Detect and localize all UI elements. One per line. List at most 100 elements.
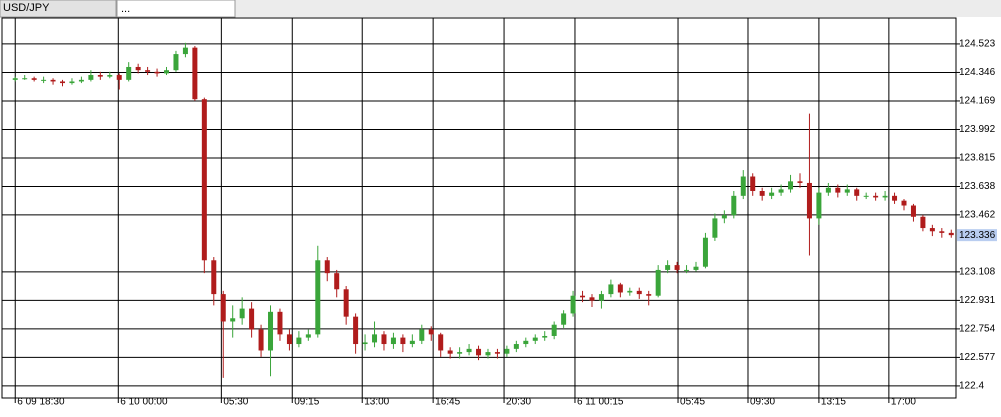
candle-body bbox=[97, 75, 103, 77]
candle-body bbox=[409, 340, 415, 345]
candle-body bbox=[580, 295, 586, 298]
x-tick-label: 13:00 bbox=[364, 397, 389, 408]
candle-body bbox=[69, 81, 75, 84]
x-tick-label: 13:15 bbox=[821, 397, 846, 408]
y-tick-label: 123.638 bbox=[959, 181, 996, 192]
candle-body bbox=[135, 66, 141, 71]
x-tick-label: 05:30 bbox=[223, 397, 248, 408]
candle-body bbox=[901, 200, 907, 206]
candle-body bbox=[286, 334, 292, 345]
candle-body bbox=[31, 78, 37, 80]
candle-body bbox=[844, 189, 850, 193]
candle-body bbox=[750, 176, 756, 192]
candle-body bbox=[561, 313, 567, 325]
candle-body bbox=[466, 348, 472, 353]
candle-body bbox=[494, 352, 500, 354]
candle-body bbox=[116, 75, 122, 80]
candle-body bbox=[882, 195, 888, 198]
tab[interactable] bbox=[0, 0, 117, 18]
candle-body bbox=[390, 337, 396, 345]
candle-body bbox=[201, 99, 207, 261]
candle-body bbox=[78, 79, 84, 82]
candle-body bbox=[12, 78, 18, 80]
candle-body bbox=[334, 273, 340, 290]
candle-body bbox=[173, 54, 179, 71]
candle-body bbox=[655, 269, 661, 296]
candle-body bbox=[126, 66, 132, 80]
candle-body bbox=[665, 265, 671, 270]
y-tick-label: 123.462 bbox=[959, 209, 996, 220]
candle-body bbox=[249, 308, 255, 330]
candle-body bbox=[362, 342, 368, 345]
candle-body bbox=[740, 176, 746, 196]
candle-body bbox=[220, 294, 226, 322]
candle-body bbox=[268, 311, 274, 351]
candle-body bbox=[542, 335, 548, 338]
candle-body bbox=[532, 337, 538, 341]
candle-body bbox=[50, 79, 56, 82]
candle-body bbox=[769, 192, 775, 196]
candle-body bbox=[816, 192, 822, 219]
x-tick-label: 6 11 00:15 bbox=[577, 397, 624, 408]
candle-body bbox=[107, 75, 113, 77]
y-tick-label: 122.4 bbox=[959, 381, 984, 392]
candle-body bbox=[343, 289, 349, 317]
x-tick-label: 6 10 00:00 bbox=[120, 397, 168, 408]
candle-body bbox=[778, 189, 784, 193]
candle-body bbox=[721, 215, 727, 219]
candle-body bbox=[457, 352, 463, 354]
candle-body bbox=[731, 195, 737, 216]
x-tick-label: 16:45 bbox=[435, 397, 460, 408]
x-tick-label: 09:30 bbox=[750, 397, 775, 408]
candle-body bbox=[324, 260, 330, 274]
candle-body bbox=[570, 295, 576, 314]
y-tick-label: 124.346 bbox=[959, 67, 996, 78]
candle-body bbox=[239, 308, 245, 319]
candle-body bbox=[60, 81, 66, 84]
candle-body bbox=[211, 260, 217, 295]
candle-body bbox=[400, 337, 406, 345]
tab-bar bbox=[0, 0, 1001, 17]
plot-frame bbox=[1, 17, 957, 399]
candle-body bbox=[154, 71, 160, 74]
tab-label: USD/JPY bbox=[3, 2, 50, 14]
candle-body bbox=[920, 216, 926, 229]
y-tick-label: 122.931 bbox=[959, 295, 996, 306]
x-tick-label: 20:30 bbox=[506, 397, 531, 408]
candle-body bbox=[438, 334, 444, 351]
candle-body bbox=[892, 195, 898, 201]
candle-body bbox=[88, 75, 94, 80]
candle-body bbox=[296, 337, 302, 345]
candle-body bbox=[825, 187, 831, 193]
candle-body bbox=[372, 334, 378, 343]
candle-body bbox=[873, 195, 879, 198]
candle-body bbox=[684, 269, 690, 271]
y-tick-label: 123.108 bbox=[959, 267, 996, 278]
y-tick-label: 122.577 bbox=[959, 352, 996, 363]
candle-body bbox=[627, 290, 633, 293]
candle-body bbox=[182, 47, 188, 55]
candle-body bbox=[929, 228, 935, 232]
candle-body bbox=[504, 348, 510, 354]
candle-body bbox=[22, 78, 28, 80]
candle-body bbox=[277, 311, 283, 335]
candle-body bbox=[428, 329, 434, 335]
x-tick-label: 09:15 bbox=[294, 397, 319, 408]
candle-body bbox=[447, 350, 453, 354]
candle-body bbox=[617, 284, 623, 293]
candle-body bbox=[835, 187, 841, 193]
x-tick-label: 6 09 18:30 bbox=[17, 397, 65, 408]
candle-body bbox=[381, 334, 387, 345]
candle-body bbox=[636, 290, 642, 295]
y-tick-label: 124.169 bbox=[959, 96, 996, 107]
candle-body bbox=[939, 231, 945, 233]
y-tick-label: 124.523 bbox=[959, 39, 996, 50]
candle-body bbox=[476, 348, 482, 356]
candle-body bbox=[608, 284, 614, 295]
candle-body bbox=[589, 297, 595, 301]
tab[interactable] bbox=[116, 0, 236, 18]
candle-body bbox=[693, 266, 699, 270]
candle-body bbox=[523, 340, 529, 345]
x-tick-label: 05:45 bbox=[680, 397, 705, 408]
